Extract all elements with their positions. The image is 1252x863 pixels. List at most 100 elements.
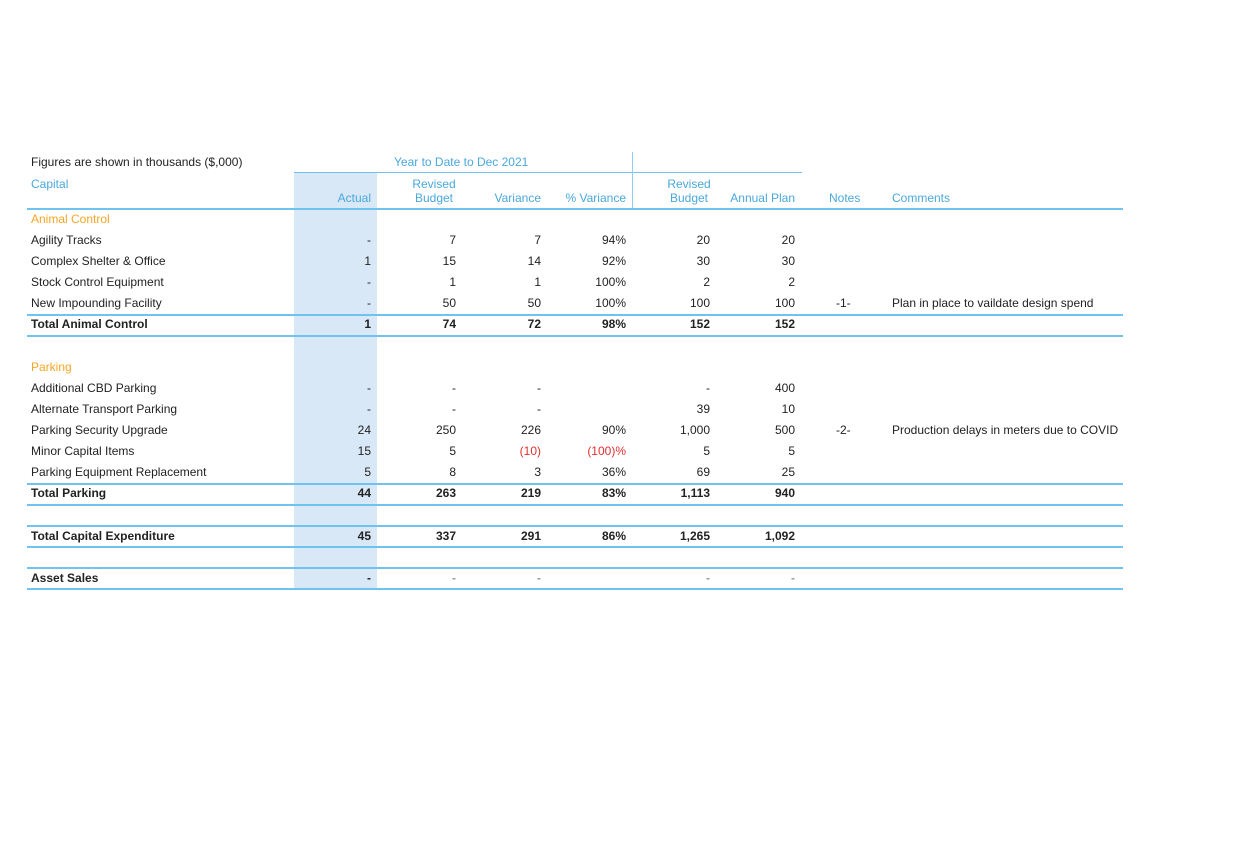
- cell-rbudget-complex-shelter-office: 15: [442, 254, 456, 268]
- cell-actual-minor-capital-items: 15: [357, 444, 371, 458]
- figures-note: Figures are shown in thousands ($,000): [31, 155, 243, 169]
- col-revised-budget: Revised Budget: [653, 177, 725, 205]
- cell-actual-parking-security-upgrade: 24: [357, 423, 371, 437]
- cell-revised-minor-capital-items: 5: [703, 444, 710, 458]
- cell-annual-agility-tracks: 20: [781, 233, 795, 247]
- cell-pct-stock-control-equipment: 100%: [595, 275, 626, 289]
- cell-pct-total-capital-expenditure: 86%: [601, 529, 626, 543]
- cell-variance-stock-control-equipment: 1: [534, 275, 541, 289]
- cell-revised-parking-security-upgrade: 1,000: [679, 423, 710, 437]
- cell-rbudget-asset-sales: -: [452, 571, 456, 585]
- cell-rbudget-parking-equipment-replacement: 8: [449, 465, 456, 479]
- cell-revised-alternate-transport-parking: 39: [696, 402, 710, 416]
- cell-revised-total-capital-expenditure: 1,265: [679, 529, 710, 543]
- period-header-rule: [294, 172, 802, 173]
- col-pct-variance: % Variance: [565, 191, 626, 205]
- cell-rbudget-agility-tracks: 7: [449, 233, 456, 247]
- cell-actual-asset-sales: -: [367, 571, 371, 585]
- cell-rbudget-parking-security-upgrade: 250: [435, 423, 456, 437]
- cell-pct-total-parking: 83%: [601, 486, 626, 500]
- note-parking-security-upgrade: -2-: [836, 423, 851, 437]
- cell-revised-stock-control-equipment: 2: [703, 275, 710, 289]
- period-divider: [632, 152, 633, 208]
- cell-revised-asset-sales: -: [706, 571, 710, 585]
- cell-actual-complex-shelter-office: 1: [364, 254, 371, 268]
- cell-revised-complex-shelter-office: 30: [696, 254, 710, 268]
- section-heading-parking: Parking: [31, 360, 72, 374]
- cell-rbudget-total-parking: 263: [435, 486, 456, 500]
- col-actual: Actual: [337, 191, 371, 205]
- note-new-impounding-facility: -1-: [836, 296, 851, 310]
- col-annual-plan: Annual Plan: [730, 191, 795, 205]
- cell-variance-total-parking: 219: [520, 486, 541, 500]
- row-label-minor-capital-items: Minor Capital Items: [31, 444, 135, 458]
- total-parking-bottom-rule: [27, 504, 1123, 506]
- cell-actual-new-impounding-facility: -: [367, 296, 371, 310]
- cell-actual-total-animal-control: 1: [364, 317, 371, 331]
- row-label-new-impounding-facility: New Impounding Facility: [31, 296, 162, 310]
- cell-revised-new-impounding-facility: 100: [689, 296, 710, 310]
- col-notes: Notes: [829, 191, 861, 205]
- cell-actual-parking-equipment-replacement: 5: [364, 465, 371, 479]
- row-label-total-capital-expenditure: Total Capital Expenditure: [31, 529, 175, 543]
- cell-annual-total-animal-control: 152: [774, 317, 795, 331]
- cell-actual-agility-tracks: -: [367, 233, 371, 247]
- cell-annual-new-impounding-facility: 100: [774, 296, 795, 310]
- asset-sales-top-rule: [27, 567, 1123, 569]
- cell-actual-additional-cbd-parking: -: [367, 381, 371, 395]
- cell-variance-total-capital-expenditure: 291: [520, 529, 541, 543]
- cell-variance-agility-tracks: 7: [534, 233, 541, 247]
- cell-annual-alternate-transport-parking: 10: [781, 402, 795, 416]
- asset-sales-bottom-rule: [27, 588, 1123, 590]
- row-label-parking-security-upgrade: Parking Security Upgrade: [31, 423, 168, 437]
- cell-annual-additional-cbd-parking: 400: [774, 381, 795, 395]
- cell-revised-total-animal-control: 152: [689, 317, 710, 331]
- col-revised-budget-ytd-line2: Budget: [414, 191, 454, 205]
- cell-annual-minor-capital-items: 5: [788, 444, 795, 458]
- cell-pct-complex-shelter-office: 92%: [601, 254, 626, 268]
- row-label-agility-tracks: Agility Tracks: [31, 233, 102, 247]
- cell-rbudget-stock-control-equipment: 1: [449, 275, 456, 289]
- cell-revised-parking-equipment-replacement: 69: [696, 465, 710, 479]
- row-label-total-parking: Total Parking: [31, 486, 107, 500]
- section-heading-animal-control: Animal Control: [31, 212, 110, 226]
- cell-annual-stock-control-equipment: 2: [788, 275, 795, 289]
- row-label-stock-control-equipment: Stock Control Equipment: [31, 275, 164, 289]
- cell-rbudget-additional-cbd-parking: -: [452, 381, 456, 395]
- cell-pct-minor-capital-items: (100)%: [587, 444, 626, 458]
- comment-parking-security-upgrade: Production delays in meters due to COVID: [892, 423, 1119, 437]
- cell-variance-asset-sales: -: [537, 571, 541, 585]
- row-label-asset-sales: Asset Sales: [31, 571, 99, 585]
- col-revised-budget-ytd-line1: Revised: [412, 177, 456, 191]
- cell-variance-total-animal-control: 72: [527, 317, 541, 331]
- cell-variance-parking-security-upgrade: 226: [520, 423, 541, 437]
- cell-revised-additional-cbd-parking: -: [706, 381, 710, 395]
- cell-rbudget-minor-capital-items: 5: [449, 444, 456, 458]
- cell-pct-new-impounding-facility: 100%: [595, 296, 626, 310]
- cell-annual-parking-equipment-replacement: 25: [781, 465, 795, 479]
- cell-rbudget-total-capital-expenditure: 337: [435, 529, 456, 543]
- row-label-total-animal-control: Total Animal Control: [31, 317, 148, 331]
- total-parking-top-rule: [27, 483, 1123, 485]
- cell-actual-stock-control-equipment: -: [367, 275, 371, 289]
- total-animal-control-top-rule: [27, 314, 1123, 316]
- row-label-parking-equipment-replacement: Parking Equipment Replacement: [31, 465, 207, 479]
- cell-variance-new-impounding-facility: 50: [527, 296, 541, 310]
- cell-pct-parking-security-upgrade: 90%: [601, 423, 626, 437]
- cell-pct-agility-tracks: 94%: [601, 233, 626, 247]
- total-animal-control-bottom-rule: [27, 335, 1123, 337]
- cell-actual-total-parking: 44: [357, 486, 371, 500]
- cell-variance-minor-capital-items: (10): [519, 444, 541, 458]
- row-label-alternate-transport-parking: Alternate Transport Parking: [31, 402, 178, 416]
- cell-annual-total-parking: 940: [774, 486, 795, 500]
- cell-actual-alternate-transport-parking: -: [367, 402, 371, 416]
- cell-rbudget-alternate-transport-parking: -: [452, 402, 456, 416]
- cell-rbudget-total-animal-control: 74: [442, 317, 456, 331]
- col-comments: Comments: [892, 191, 951, 205]
- period-label: Year to Date to Dec 2021: [394, 155, 529, 169]
- cell-variance-additional-cbd-parking: -: [537, 381, 541, 395]
- cell-rbudget-new-impounding-facility: 50: [442, 296, 456, 310]
- cell-variance-complex-shelter-office: 14: [527, 254, 541, 268]
- cell-revised-total-parking: 1,113: [680, 486, 710, 500]
- cell-revised-agility-tracks: 20: [696, 233, 710, 247]
